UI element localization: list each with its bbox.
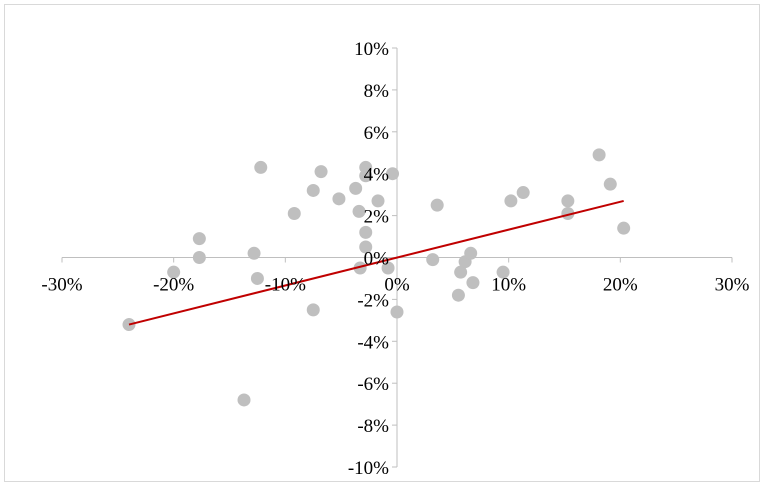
data-point xyxy=(426,253,440,267)
data-point xyxy=(430,198,444,212)
scatter-points xyxy=(122,148,631,407)
y-tick-label: 8% xyxy=(364,81,390,102)
data-point xyxy=(192,232,206,246)
data-point xyxy=(386,167,400,181)
y-tick-label: 6% xyxy=(364,123,390,144)
data-point xyxy=(167,265,181,279)
y-tick-label: 10% xyxy=(354,39,389,60)
data-point xyxy=(254,160,268,174)
data-point xyxy=(617,221,631,235)
data-point xyxy=(192,251,206,264)
y-tick-label: -10% xyxy=(348,458,389,479)
data-point xyxy=(561,207,575,221)
data-point xyxy=(237,393,251,407)
y-tick-label: -4% xyxy=(357,332,389,353)
data-point xyxy=(454,265,468,279)
tick-labels: -30% -20% -10% 0% 10% 20% 30%10%8%6%4%2%0%-2%-… xyxy=(41,39,749,479)
y-tick-label: 4% xyxy=(364,165,390,186)
data-point xyxy=(516,186,530,200)
x-tick-label: 0% xyxy=(384,275,410,296)
data-point xyxy=(390,305,404,319)
data-point xyxy=(504,194,518,208)
trendline-layer xyxy=(128,199,624,326)
data-point xyxy=(381,261,395,275)
x-tick-label: 10% xyxy=(491,275,526,296)
data-point xyxy=(359,169,373,183)
data-point xyxy=(306,183,320,197)
x-tick-label: 20% xyxy=(603,275,638,296)
data-point xyxy=(466,276,480,290)
data-point xyxy=(359,225,373,239)
y-tick-label: -6% xyxy=(357,374,389,395)
data-point xyxy=(250,271,264,285)
data-point xyxy=(592,148,606,162)
y-tick-label: 2% xyxy=(364,207,390,228)
x-tick-label: -30% xyxy=(41,275,82,296)
y-tick-label: -2% xyxy=(357,290,389,311)
data-point xyxy=(332,192,346,206)
y-tick-label: -8% xyxy=(357,416,389,437)
data-point xyxy=(349,181,363,195)
data-point xyxy=(464,246,478,260)
data-point xyxy=(603,177,617,191)
trendline xyxy=(128,199,624,326)
data-point xyxy=(247,246,261,260)
data-point xyxy=(561,194,575,208)
data-point xyxy=(287,207,301,221)
x-tick-label: 30% xyxy=(715,275,750,296)
data-point xyxy=(352,204,366,218)
data-point xyxy=(306,303,320,317)
x-tick-label: -20% xyxy=(153,275,194,296)
data-point xyxy=(353,261,367,275)
x-tick-label: -10% xyxy=(265,275,306,296)
data-point xyxy=(496,265,510,279)
y-tick-label: 0% xyxy=(364,249,390,270)
chart-area xyxy=(4,4,760,482)
data-point xyxy=(314,165,328,179)
data-point xyxy=(359,240,373,254)
data-point xyxy=(451,288,465,302)
data-point xyxy=(371,194,385,208)
